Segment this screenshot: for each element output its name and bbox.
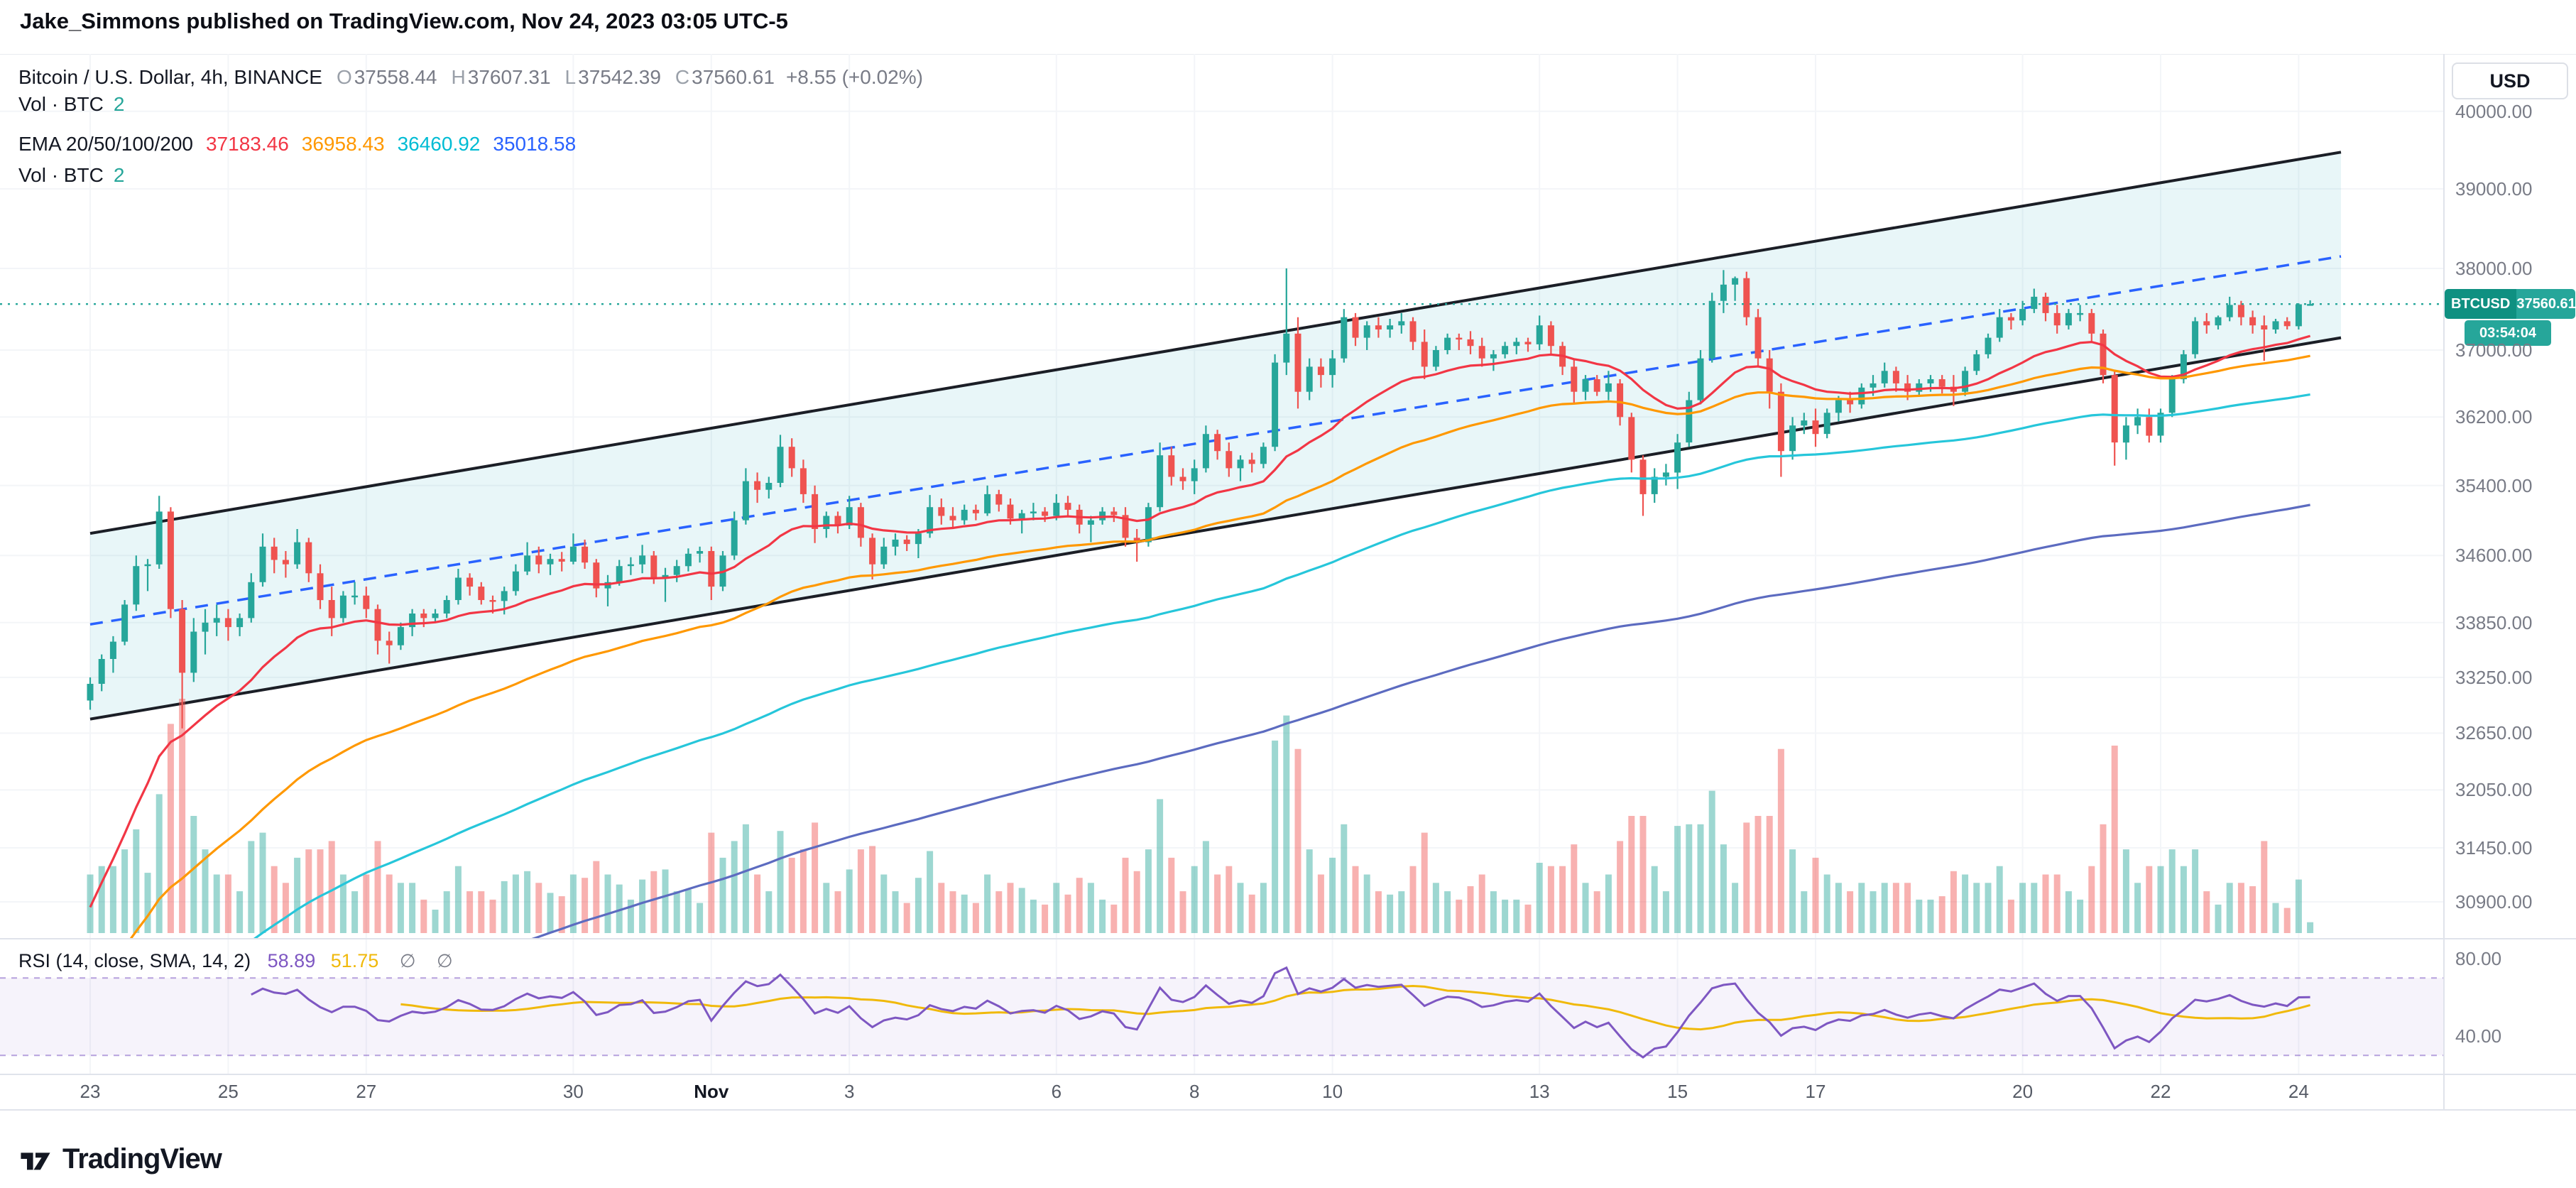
price-axis-label: 35400.00 bbox=[2455, 474, 2533, 496]
published-header: Jake_Simmons published on TradingView.co… bbox=[20, 9, 788, 33]
ema-200-value: 35018.58 bbox=[493, 133, 577, 155]
currency-toggle[interactable]: USD bbox=[2452, 62, 2568, 99]
volume-indicator-label: Vol · BTC bbox=[18, 93, 104, 115]
price-axis-label: 37000.00 bbox=[2455, 339, 2533, 361]
price-axis-border bbox=[2443, 54, 2445, 1109]
time-axis-label: 24 bbox=[2288, 1081, 2309, 1102]
symbol-title: Bitcoin / U.S. Dollar, 4h, BINANCE bbox=[18, 66, 322, 88]
ema-20-value: 37183.46 bbox=[205, 133, 289, 155]
rsi-empty-value-icon: ∅ bbox=[399, 950, 416, 971]
volume-indicator-label: Vol · BTC bbox=[18, 164, 104, 186]
last-price-badge-symbol: BTCUSD bbox=[2445, 289, 2517, 320]
price-change: +8.55 (+0.02%) bbox=[785, 66, 923, 88]
price-pane[interactable] bbox=[0, 54, 2443, 938]
rsi-axis-label: 80.00 bbox=[2455, 948, 2502, 969]
rsi-empty-value-icon: ∅ bbox=[437, 950, 453, 971]
ema-50-value: 36958.43 bbox=[301, 133, 385, 155]
time-axis-label: 27 bbox=[356, 1081, 377, 1102]
price-axis-label: 32650.00 bbox=[2455, 722, 2533, 744]
chart-legend: Bitcoin / U.S. Dollar, 4h, BINANCE O 3755… bbox=[18, 64, 923, 189]
price-axis-label: 38000.00 bbox=[2455, 258, 2533, 280]
price-axis-label: 36200.00 bbox=[2455, 406, 2533, 428]
time-axis-top-border bbox=[0, 1074, 2576, 1075]
time-axis-label: Nov bbox=[694, 1081, 729, 1102]
rsi-axis-label: 40.00 bbox=[2455, 1025, 2502, 1047]
last-price-badge-value: 37560.61 bbox=[2516, 289, 2575, 320]
rsi-pane[interactable] bbox=[0, 939, 2443, 1074]
pane-resize-handle[interactable] bbox=[0, 938, 2576, 939]
time-axis-label: 23 bbox=[80, 1081, 101, 1102]
time-axis-label: 30 bbox=[562, 1081, 584, 1102]
time-axis-label: 17 bbox=[1805, 1081, 1826, 1102]
bar-countdown-badge: 03:54:04 bbox=[2465, 320, 2551, 347]
rsi-ma-value: 51.75 bbox=[330, 950, 379, 971]
time-axis-label: 8 bbox=[1189, 1081, 1200, 1102]
price-axis-label: 31450.00 bbox=[2455, 836, 2533, 859]
footer-brand[interactable]: TradingView bbox=[18, 1142, 222, 1176]
volume-indicator-value: 2 bbox=[113, 164, 125, 186]
chart-top-border bbox=[0, 54, 2576, 55]
time-axis-label: 25 bbox=[217, 1081, 239, 1102]
tradingview-logo-icon bbox=[21, 1152, 50, 1170]
price-axis-label: 33250.00 bbox=[2455, 666, 2533, 688]
symbol-ohlc-row[interactable]: Bitcoin / U.S. Dollar, 4h, BINANCE O 3755… bbox=[18, 64, 923, 91]
time-axis[interactable]: 23 25 27 30 Nov 3 6 8 10 13 15 17 20 22 24 bbox=[0, 1074, 2443, 1109]
time-axis-label: 20 bbox=[2012, 1081, 2034, 1102]
price-axis-label: 40000.00 bbox=[2455, 100, 2533, 122]
price-axis-label: 30900.00 bbox=[2455, 891, 2533, 912]
ohlc-low: L 37542.39 bbox=[564, 66, 661, 88]
time-axis-label: 22 bbox=[2150, 1081, 2171, 1102]
rsi-indicator-row[interactable]: RSI (14, close, SMA, 14, 2) 58.89 51.75 … bbox=[18, 950, 453, 972]
price-axis-label: 34600.00 bbox=[2455, 545, 2533, 567]
volume-indicator-row[interactable]: Vol · BTC 2 bbox=[18, 91, 923, 118]
price-pane-canvas[interactable] bbox=[0, 54, 2443, 938]
price-axis-label: 39000.00 bbox=[2455, 178, 2533, 200]
ema-100-value: 36460.92 bbox=[397, 133, 481, 155]
ohlc-open: O 37558.44 bbox=[336, 66, 437, 88]
volume-indicator-value: 2 bbox=[113, 93, 125, 115]
price-axis-label: 33850.00 bbox=[2455, 611, 2533, 633]
time-axis-label: 6 bbox=[1051, 1081, 1062, 1102]
last-price-badge: BTCUSD 37560.61 bbox=[2445, 289, 2575, 320]
price-axis-label: 32050.00 bbox=[2455, 779, 2533, 801]
rsi-indicator-label: RSI (14, close, SMA, 14, 2) bbox=[18, 950, 251, 971]
footer-brand-text: TradingView bbox=[62, 1143, 222, 1175]
rsi-pane-canvas[interactable] bbox=[0, 939, 2443, 1074]
time-axis-label: 10 bbox=[1322, 1081, 1343, 1102]
ema-indicator-label: EMA 20/50/100/200 bbox=[18, 133, 193, 155]
time-axis-label: 13 bbox=[1529, 1081, 1550, 1102]
ohlc-high: H 37607.31 bbox=[451, 66, 551, 88]
rsi-value: 58.89 bbox=[267, 950, 316, 971]
time-axis-label: 15 bbox=[1667, 1081, 1688, 1102]
volume-indicator-row-2[interactable]: Vol · BTC 2 bbox=[18, 162, 923, 189]
time-axis-label: 3 bbox=[844, 1081, 855, 1102]
ema-indicator-row[interactable]: EMA 20/50/100/200 37183.46 36958.43 3646… bbox=[18, 131, 923, 158]
time-axis-bottom-border bbox=[0, 1109, 2576, 1111]
ohlc-close: C 37560.61 bbox=[675, 66, 775, 88]
